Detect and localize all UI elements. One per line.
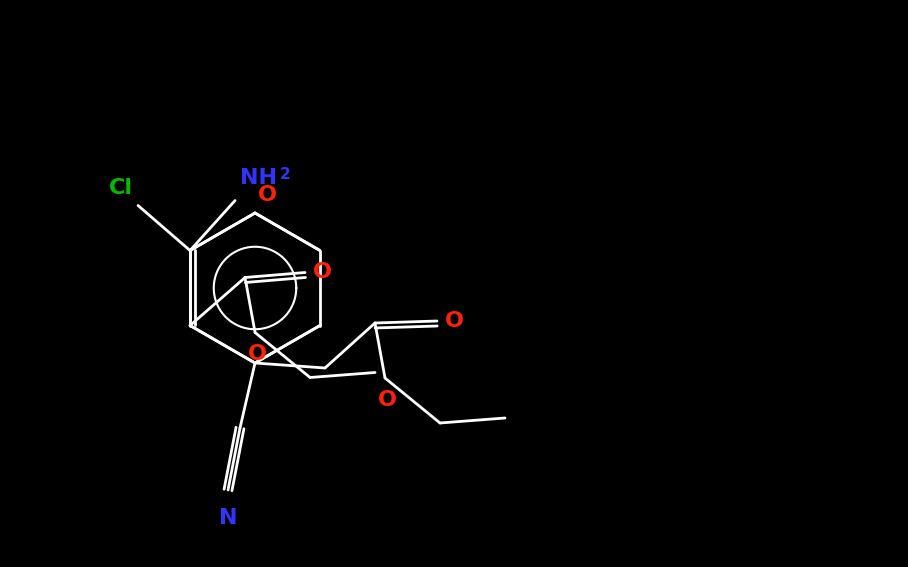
Text: O: O — [258, 185, 277, 205]
Text: O: O — [313, 263, 332, 282]
Text: O: O — [378, 390, 397, 410]
Text: 2: 2 — [280, 167, 291, 183]
Text: O: O — [248, 345, 267, 365]
Text: O: O — [445, 311, 464, 331]
Text: N: N — [219, 508, 237, 528]
Text: NH: NH — [240, 168, 277, 188]
Text: Cl: Cl — [109, 177, 133, 197]
